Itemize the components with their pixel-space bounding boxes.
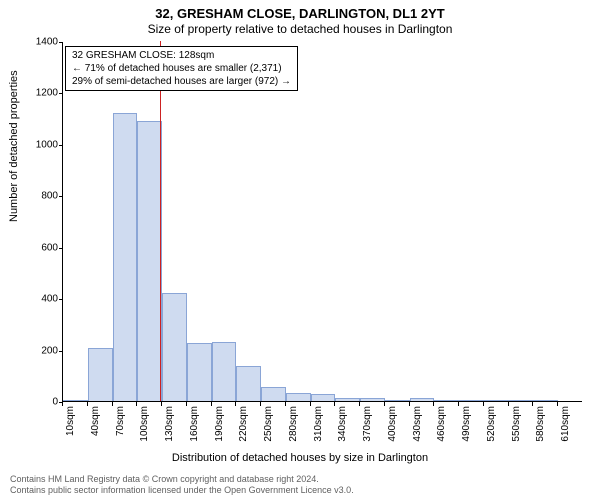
- histogram-bar: [484, 400, 509, 401]
- x-tick-label: 550sqm: [511, 406, 522, 442]
- histogram-bar: [88, 348, 113, 401]
- x-tick-mark: [532, 402, 533, 406]
- annotation-box: 32 GRESHAM CLOSE: 128sqm ← 71% of detach…: [65, 46, 298, 91]
- reference-line: [160, 41, 161, 401]
- annotation-line-1: 32 GRESHAM CLOSE: 128sqm: [72, 49, 291, 62]
- x-tick-label: 40sqm: [90, 406, 101, 436]
- histogram-bar: [63, 400, 88, 401]
- x-tick-label: 400sqm: [387, 406, 398, 442]
- footer-line-2: Contains public sector information licen…: [10, 485, 354, 496]
- histogram-bar: [187, 343, 212, 401]
- y-tick-label: 1000: [18, 139, 58, 150]
- chart-area: 32 GRESHAM CLOSE: 128sqm ← 71% of detach…: [62, 42, 582, 402]
- x-tick-mark: [557, 402, 558, 406]
- y-tick-mark: [59, 299, 63, 300]
- annotation-line-3: 29% of semi-detached houses are larger (…: [72, 75, 291, 88]
- x-tick-label: 130sqm: [164, 406, 175, 442]
- x-tick-mark: [235, 402, 236, 406]
- histogram-bar: [261, 387, 286, 401]
- x-tick-label: 280sqm: [288, 406, 299, 442]
- y-tick-mark: [59, 351, 63, 352]
- x-tick-mark: [260, 402, 261, 406]
- histogram-bar: [459, 400, 484, 401]
- x-tick-label: 580sqm: [535, 406, 546, 442]
- x-tick-mark: [161, 402, 162, 406]
- x-tick-mark: [334, 402, 335, 406]
- x-tick-label: 70sqm: [115, 406, 126, 436]
- x-tick-mark: [285, 402, 286, 406]
- histogram-bar: [385, 400, 410, 401]
- y-tick-mark: [59, 196, 63, 197]
- y-tick-label: 400: [18, 294, 58, 305]
- y-tick-mark: [59, 145, 63, 146]
- chart-title: 32, GRESHAM CLOSE, DARLINGTON, DL1 2YT: [0, 0, 600, 21]
- x-tick-mark: [136, 402, 137, 406]
- x-tick-mark: [458, 402, 459, 406]
- x-tick-label: 340sqm: [337, 406, 348, 442]
- y-tick-label: 600: [18, 242, 58, 253]
- x-tick-mark: [433, 402, 434, 406]
- histogram-bar: [335, 398, 360, 401]
- histogram-bar: [137, 121, 162, 401]
- x-tick-label: 310sqm: [313, 406, 324, 442]
- x-tick-label: 160sqm: [189, 406, 200, 442]
- x-tick-label: 460sqm: [436, 406, 447, 442]
- y-tick-label: 1400: [18, 37, 58, 48]
- histogram-bar: [212, 342, 237, 401]
- x-tick-label: 190sqm: [214, 406, 225, 442]
- y-tick-mark: [59, 93, 63, 94]
- annotation-line-2: ← 71% of detached houses are smaller (2,…: [72, 62, 291, 75]
- histogram-bar: [509, 400, 534, 401]
- x-tick-mark: [211, 402, 212, 406]
- y-tick-mark: [59, 248, 63, 249]
- x-tick-label: 490sqm: [461, 406, 472, 442]
- y-tick-mark: [59, 42, 63, 43]
- x-tick-mark: [310, 402, 311, 406]
- histogram-bar: [434, 400, 459, 401]
- x-tick-label: 220sqm: [238, 406, 249, 442]
- histogram-bar: [533, 400, 558, 401]
- x-tick-label: 610sqm: [560, 406, 571, 442]
- x-tick-label: 430sqm: [412, 406, 423, 442]
- x-tick-label: 370sqm: [362, 406, 373, 442]
- footer-line-1: Contains HM Land Registry data © Crown c…: [10, 474, 354, 485]
- x-tick-mark: [186, 402, 187, 406]
- x-tick-mark: [62, 402, 63, 406]
- histogram-bar: [162, 293, 187, 401]
- y-tick-label: 0: [18, 397, 58, 408]
- y-tick-label: 1200: [18, 88, 58, 99]
- chart-subtitle: Size of property relative to detached ho…: [0, 21, 600, 36]
- x-tick-label: 520sqm: [486, 406, 497, 442]
- x-tick-mark: [87, 402, 88, 406]
- histogram-bar: [360, 398, 385, 401]
- x-axis-label: Distribution of detached houses by size …: [0, 452, 600, 464]
- y-tick-label: 800: [18, 191, 58, 202]
- x-tick-mark: [508, 402, 509, 406]
- footer-attribution: Contains HM Land Registry data © Crown c…: [10, 474, 354, 496]
- histogram-bar: [286, 393, 311, 401]
- x-tick-mark: [483, 402, 484, 406]
- x-tick-label: 10sqm: [65, 406, 76, 436]
- x-tick-label: 100sqm: [139, 406, 150, 442]
- x-tick-label: 250sqm: [263, 406, 274, 442]
- histogram-bar: [311, 394, 336, 401]
- x-tick-mark: [112, 402, 113, 406]
- chart-container: 32, GRESHAM CLOSE, DARLINGTON, DL1 2YT S…: [0, 0, 600, 500]
- histogram-bar: [113, 113, 138, 401]
- histogram-bar: [410, 398, 435, 401]
- x-tick-mark: [359, 402, 360, 406]
- y-tick-label: 200: [18, 345, 58, 356]
- plot-region: [62, 42, 582, 402]
- x-tick-mark: [409, 402, 410, 406]
- histogram-bar: [236, 366, 261, 401]
- x-tick-mark: [384, 402, 385, 406]
